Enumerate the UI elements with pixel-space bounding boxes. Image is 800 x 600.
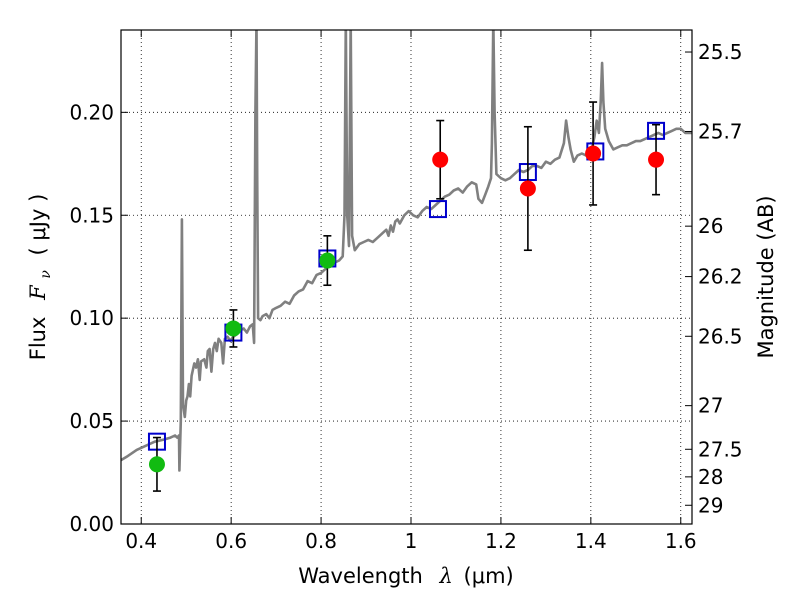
observed-point xyxy=(148,456,165,473)
magnitude-tick-label: 28 xyxy=(698,465,723,489)
x-tick-label: 0.4 xyxy=(125,529,157,553)
y-tick-label: 0.20 xyxy=(69,100,114,124)
y-axis-subscript: ν xyxy=(38,270,54,279)
axes: 0.4 0.6 0.8 1 1.2 1.4 1.6 0.00 0.05 0.10 0.15 0.20 2… xyxy=(69,30,743,553)
x-axis-title-prefix: Wavelength xyxy=(298,564,423,588)
plot-area xyxy=(121,30,692,492)
magnitude-tick-label: 26 xyxy=(698,214,723,238)
magnitude-tick-label: 26.5 xyxy=(698,324,743,348)
model-spectrum-line xyxy=(121,30,692,472)
observed-point xyxy=(319,252,336,269)
y-axis-title: Flux F ν ( μJy ) xyxy=(26,194,55,361)
y-tick-label: 0.00 xyxy=(69,512,114,536)
x-tick-label: 0.8 xyxy=(305,529,337,553)
x-axis-title: Wavelength λ (μm) xyxy=(298,564,513,588)
x-tick-label: 1.2 xyxy=(485,529,517,553)
magnitude-axis-title: Magnitude (AB) xyxy=(754,195,778,358)
y-axis-symbol: F xyxy=(26,284,50,301)
y-axis-unit: ( μJy ) xyxy=(26,194,50,256)
observed-point xyxy=(648,151,665,168)
x-tick-label: 0.6 xyxy=(215,529,247,553)
magnitude-tick-label: 26.2 xyxy=(698,265,743,289)
observed-point xyxy=(225,320,242,337)
y-tick-label: 0.15 xyxy=(69,203,114,227)
magnitude-tick-label: 29 xyxy=(698,493,723,517)
magnitude-tick-label: 27.5 xyxy=(698,437,743,461)
observed-point xyxy=(519,180,536,197)
magnitude-tick-label: 25.5 xyxy=(698,40,743,64)
observed-point xyxy=(585,145,602,162)
x-tick-label: 1.4 xyxy=(575,529,607,553)
x-tick-label: 1 xyxy=(405,529,418,553)
x-axis-unit: (μm) xyxy=(464,564,514,588)
observed-point xyxy=(432,151,449,168)
model-photometry-square xyxy=(428,200,447,219)
y-axis-title-prefix: Flux xyxy=(26,317,50,361)
x-axis-symbol: λ xyxy=(439,564,453,588)
x-tick-label: 1.6 xyxy=(665,529,697,553)
y-tick-label: 0.10 xyxy=(69,306,114,330)
y-tick-label: 0.05 xyxy=(69,409,114,433)
magnitude-tick-label: 25.7 xyxy=(698,119,743,143)
magnitude-tick-label: 27 xyxy=(698,394,723,418)
